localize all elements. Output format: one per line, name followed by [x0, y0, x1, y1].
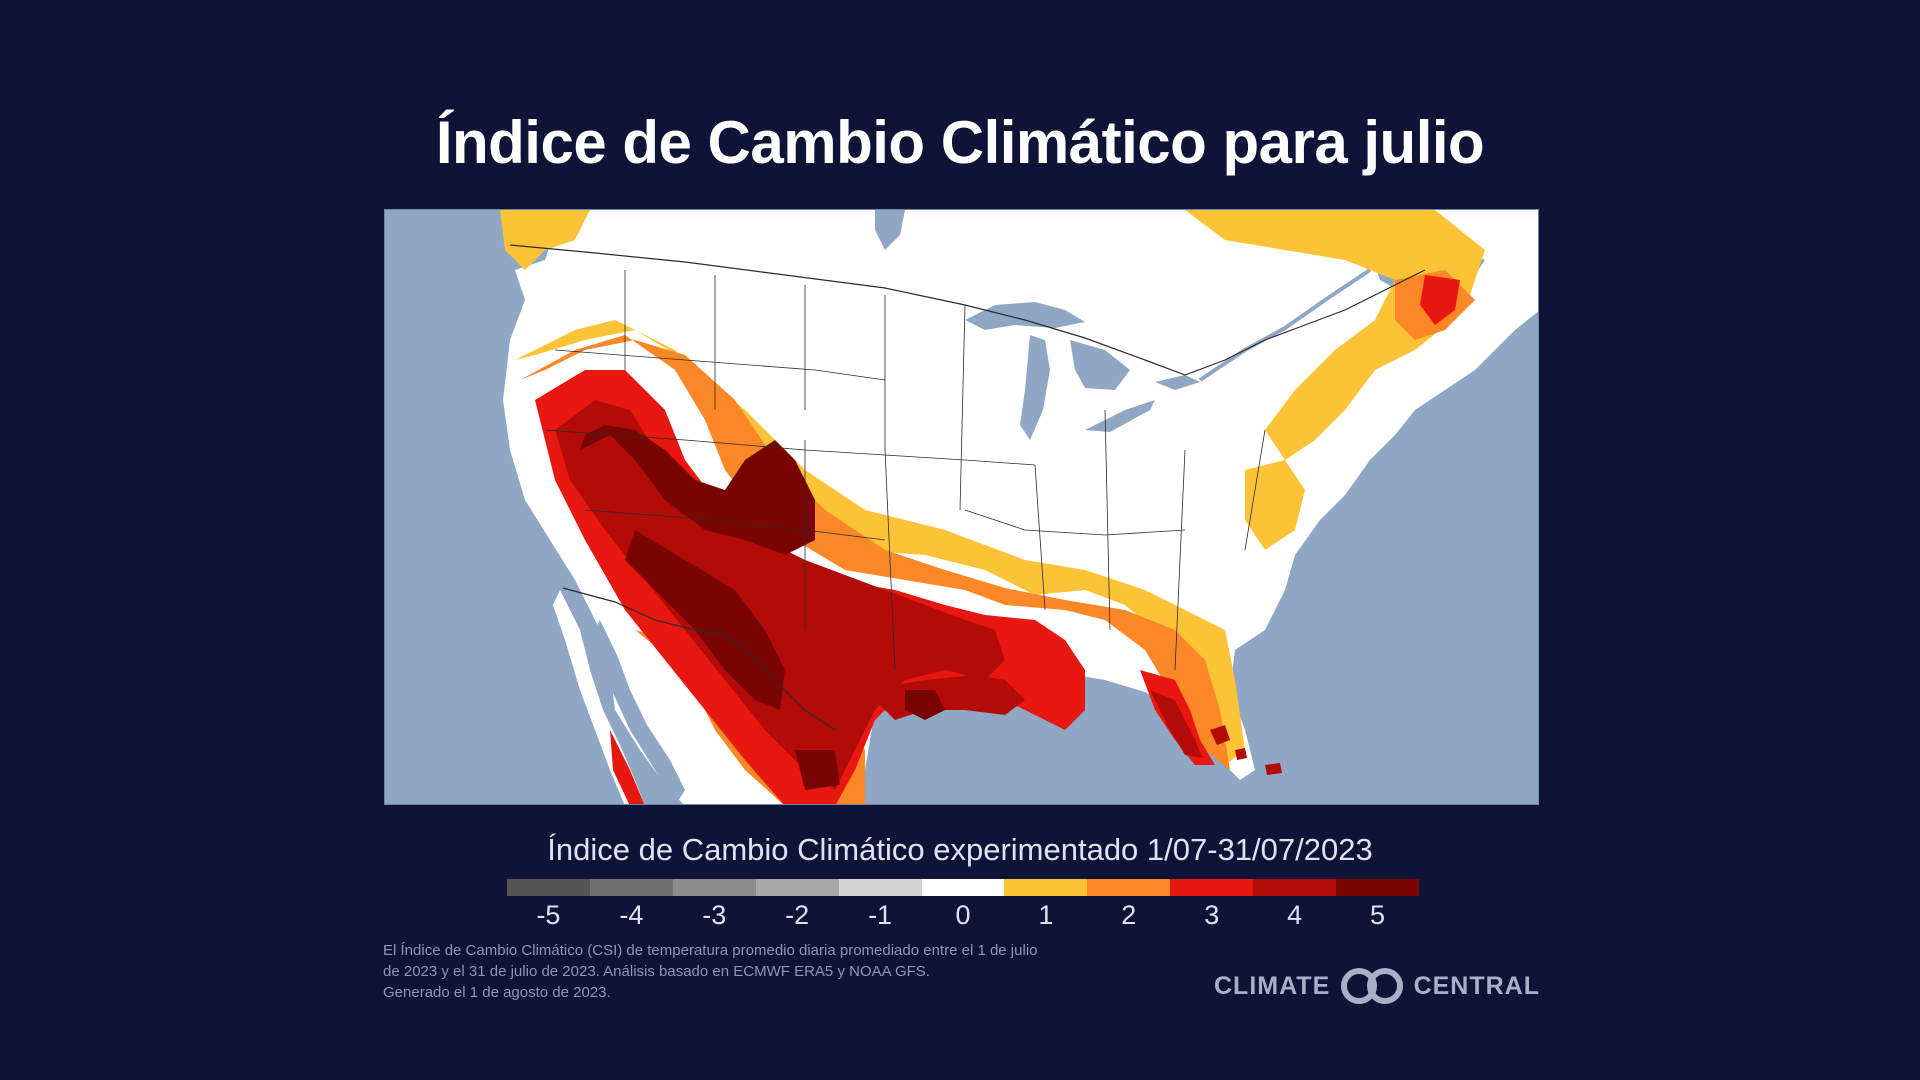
csi-level-5-southwest	[580, 425, 815, 555]
hudson-bay-edge	[875, 210, 905, 250]
legend-swatch	[921, 879, 1005, 896]
lake-superior	[965, 302, 1085, 330]
legend-colorbar	[507, 879, 1419, 896]
logo-text-climate: CLIMATE	[1214, 971, 1331, 1000]
csi-level-3-maritime	[1420, 275, 1460, 325]
footnote-line-2: de 2023 y el 31 de julio de 2023. Anális…	[383, 963, 930, 980]
legend-tick-label: -2	[785, 900, 810, 930]
legend-swatch	[672, 879, 756, 896]
legend-tick-label: 1	[1038, 900, 1054, 930]
csi-level-5-texas-coast	[905, 690, 945, 720]
bahamas-islands	[1210, 725, 1282, 775]
csi-map	[384, 209, 1539, 805]
legend-swatch	[1170, 879, 1254, 896]
state-lines	[544, 270, 1266, 671]
legend-swatch	[507, 879, 590, 896]
legend-swatch	[755, 879, 839, 896]
legend-swatch	[1253, 879, 1337, 896]
lake-ontario	[1155, 375, 1200, 390]
legend-tick-label: 3	[1204, 900, 1220, 930]
csi-level-1-northeast	[1185, 210, 1485, 460]
logo-text-central: CENTRAL	[1413, 971, 1540, 1000]
csi-level-2-west	[520, 335, 1230, 770]
legend-tick-label: -3	[702, 900, 727, 930]
footnote-line-3: Generado el 1 de agosto de 2023.	[383, 984, 611, 1001]
footnote-line-1: El Índice de Cambio Climático (CSI) de t…	[383, 942, 1038, 959]
csi-level-1-south	[515, 320, 1245, 765]
legend-tick-label: 0	[955, 900, 971, 930]
legend-tick-label: 2	[1121, 900, 1137, 930]
legend-tick-label: -5	[536, 900, 561, 930]
us-mexico-border	[562, 587, 836, 731]
csi-level-5-core	[625, 530, 785, 710]
csi-level-1-northwest	[500, 210, 590, 270]
legend-tick-label: 4	[1287, 900, 1303, 930]
legend-swatch	[838, 879, 922, 896]
climate-central-rings-icon	[1340, 968, 1403, 1004]
baja-california	[553, 590, 645, 804]
map-svg	[385, 210, 1538, 804]
us-canada-border	[509, 244, 1426, 376]
lake-huron	[1070, 340, 1130, 390]
climate-central-logo: CLIMATE CENTRAL	[1214, 966, 1540, 1006]
csi-level-1-midatlantic	[1245, 460, 1305, 550]
legend-swatch	[1004, 879, 1088, 896]
footnote: El Índice de Cambio Climático (CSI) de t…	[383, 940, 1143, 1003]
lake-michigan	[1020, 335, 1050, 440]
csi-level-3-baja	[610, 730, 645, 804]
lake-erie	[1085, 400, 1155, 432]
legend-swatch	[589, 879, 673, 896]
legend-tick-label: -4	[619, 900, 644, 930]
csi-level-5-mexico	[795, 750, 840, 790]
legend-tick-label: 5	[1370, 900, 1386, 930]
st-lawrence	[1198, 268, 1372, 382]
csi-level-4-florida	[1150, 690, 1203, 758]
legend-swatch	[1336, 879, 1419, 896]
legend-title: Índice de Cambio Climático experimentado…	[547, 832, 1373, 867]
page-title: Índice de Cambio Climático para julio	[435, 109, 1485, 176]
legend-swatch	[1087, 879, 1171, 896]
political-borders	[509, 244, 1426, 731]
gulf-of-california	[590, 620, 685, 804]
legend-tick-label: -1	[868, 900, 893, 930]
